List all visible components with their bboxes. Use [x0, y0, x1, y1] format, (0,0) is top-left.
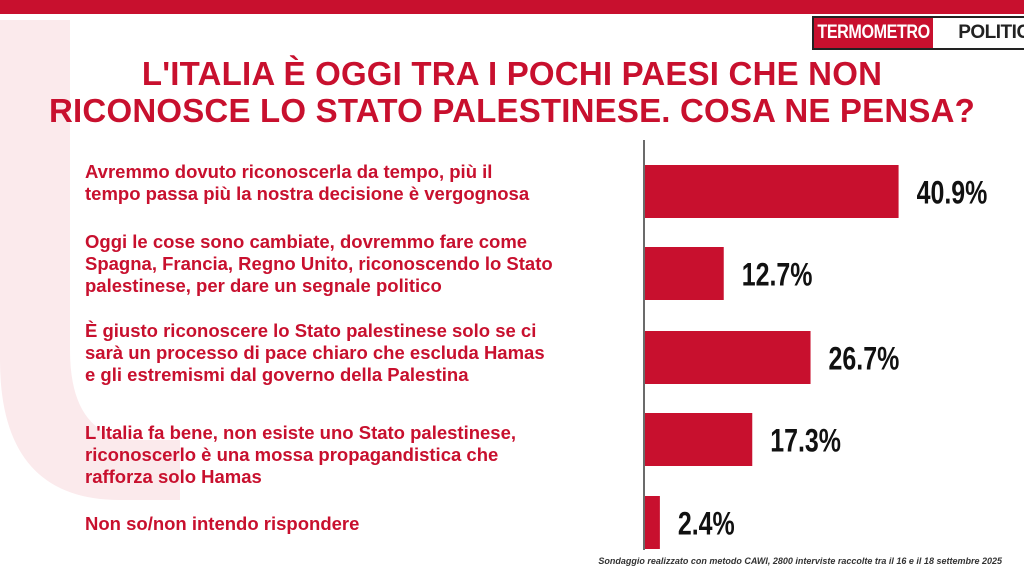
category-label-line: palestinese, per dare un segnale politic… — [85, 275, 442, 296]
category-label-line: riconoscerlo è una mossa propagandistica… — [85, 444, 499, 465]
brand-logo-part2: POLITICO — [954, 18, 1024, 48]
category-label-line: sarà un processo di pace chiaro che escl… — [85, 342, 545, 363]
bar-value-label-3: 26.7% — [829, 342, 900, 378]
category-label-line: L'Italia fa bene, non esiste uno Stato p… — [85, 422, 517, 443]
chart-title-line1: L'ITALIA È OGGI TRA I POCHI PAESI CHE NO… — [141, 55, 883, 92]
chart-axis — [643, 140, 645, 550]
bar-3 — [645, 331, 811, 384]
category-label-5: Non so/non intendo rispondere — [85, 513, 630, 535]
category-label-line: e gli estremismi dal governo della Pales… — [85, 364, 469, 385]
chart-title-line2: RICONOSCE LO STATO PALESTINESE. COSA NE … — [49, 92, 975, 129]
chart-title: L'ITALIA È OGGI TRA I POCHI PAESI CHE NO… — [0, 55, 1024, 129]
category-label-4: L'Italia fa bene, non esiste uno Stato p… — [85, 422, 630, 488]
brand-logo: TERMOMETRO POLITICO — [812, 16, 1024, 50]
bar-4 — [645, 413, 753, 466]
footnote: Sondaggio realizzato con metodo CAWI, 28… — [598, 556, 1002, 566]
bar-value-label-1: 40.9% — [917, 176, 988, 212]
bar-2 — [645, 247, 724, 300]
category-label-line: Oggi le cose sono cambiate, dovremmo far… — [85, 231, 528, 252]
bar-value-label-2: 12.7% — [742, 258, 813, 294]
bar-value-label-4: 17.3% — [770, 424, 841, 460]
bar-5 — [645, 496, 660, 549]
category-label-line: tempo passa più la nostra decisione è ve… — [85, 183, 530, 204]
category-label-line: Non so/non intendo rispondere — [85, 513, 360, 534]
category-label-3: È giusto riconoscere lo Stato palestines… — [85, 320, 630, 386]
category-label-line: Avremmo dovuto riconoscerla da tempo, pi… — [85, 161, 493, 182]
category-label-line: Spagna, Francia, Regno Unito, riconoscen… — [85, 253, 553, 274]
category-label-line: È giusto riconoscere lo Stato palestines… — [85, 320, 537, 341]
top-accent-bar — [0, 0, 1024, 14]
bar-1 — [645, 165, 899, 218]
category-label-line: rafforza solo Hamas — [85, 466, 262, 487]
brand-logo-part1: TERMOMETRO — [814, 18, 934, 48]
category-label-2: Oggi le cose sono cambiate, dovremmo far… — [85, 231, 630, 297]
bar-value-label-5: 2.4% — [678, 507, 735, 543]
category-label-1: Avremmo dovuto riconoscerla da tempo, pi… — [85, 161, 630, 205]
